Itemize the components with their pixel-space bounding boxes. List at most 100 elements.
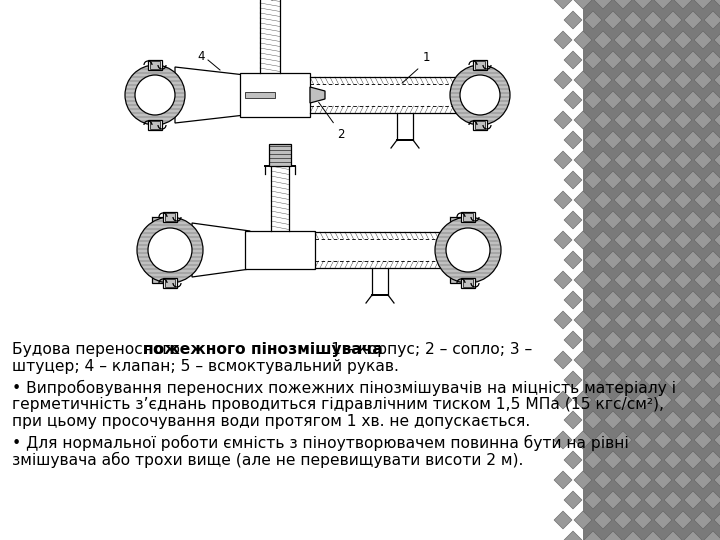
Polygon shape <box>624 531 642 540</box>
Polygon shape <box>604 131 622 149</box>
Polygon shape <box>624 131 642 149</box>
Polygon shape <box>584 491 602 509</box>
Polygon shape <box>664 251 682 269</box>
Polygon shape <box>574 0 592 9</box>
Polygon shape <box>634 151 652 169</box>
Text: : 1 – корпус; 2 – сопло; 3 –: : 1 – корпус; 2 – сопло; 3 – <box>321 342 532 357</box>
Polygon shape <box>574 311 592 329</box>
Polygon shape <box>574 271 592 289</box>
Polygon shape <box>714 351 720 369</box>
Polygon shape <box>594 351 612 369</box>
Polygon shape <box>704 531 720 540</box>
Polygon shape <box>634 391 652 409</box>
Polygon shape <box>624 371 642 389</box>
Polygon shape <box>654 0 672 9</box>
Polygon shape <box>684 211 702 229</box>
Polygon shape <box>554 271 572 289</box>
Polygon shape <box>664 11 682 29</box>
Polygon shape <box>584 291 602 309</box>
Polygon shape <box>564 451 582 469</box>
Polygon shape <box>704 331 720 349</box>
Polygon shape <box>624 451 642 469</box>
Polygon shape <box>674 391 692 409</box>
Polygon shape <box>554 111 572 129</box>
Polygon shape <box>634 511 652 529</box>
Polygon shape <box>704 51 720 69</box>
Polygon shape <box>684 131 702 149</box>
Polygon shape <box>624 331 642 349</box>
Polygon shape <box>634 271 652 289</box>
Polygon shape <box>674 271 692 289</box>
Polygon shape <box>694 111 712 129</box>
Polygon shape <box>614 471 632 489</box>
Polygon shape <box>564 171 582 189</box>
Polygon shape <box>310 87 325 103</box>
Polygon shape <box>594 231 612 249</box>
Polygon shape <box>564 491 582 509</box>
Polygon shape <box>654 31 672 49</box>
Polygon shape <box>574 191 592 209</box>
Polygon shape <box>694 151 712 169</box>
Circle shape <box>148 228 192 272</box>
Polygon shape <box>694 0 712 9</box>
Polygon shape <box>684 291 702 309</box>
Polygon shape <box>654 471 672 489</box>
FancyBboxPatch shape <box>473 60 487 70</box>
Polygon shape <box>554 71 572 89</box>
Polygon shape <box>634 231 652 249</box>
Polygon shape <box>624 211 642 229</box>
Polygon shape <box>704 371 720 389</box>
Polygon shape <box>644 211 662 229</box>
Polygon shape <box>654 311 672 329</box>
Polygon shape <box>684 91 702 109</box>
Bar <box>475 121 485 129</box>
Polygon shape <box>694 471 712 489</box>
Polygon shape <box>634 311 652 329</box>
Polygon shape <box>584 411 602 429</box>
Text: при цьому просочування води протягом 1 хв. не допускається.: при цьому просочування води протягом 1 х… <box>12 414 530 429</box>
Polygon shape <box>714 151 720 169</box>
Polygon shape <box>674 151 692 169</box>
Polygon shape <box>684 411 702 429</box>
Polygon shape <box>654 351 672 369</box>
Text: пожежного пінозмішувача: пожежного пінозмішувача <box>143 342 383 357</box>
Text: • Для нормальної роботи ємність з піноутворювачем повинна бути на рівні: • Для нормальної роботи ємність з піноут… <box>12 435 629 451</box>
Polygon shape <box>684 531 702 540</box>
Polygon shape <box>674 0 692 9</box>
Polygon shape <box>654 191 672 209</box>
Polygon shape <box>574 31 592 49</box>
Circle shape <box>125 65 185 125</box>
Polygon shape <box>624 291 642 309</box>
Text: • Випробовування переносних пожежних пінозмішувачів на міцність матеріалу і: • Випробовування переносних пожежних пін… <box>12 380 676 396</box>
Polygon shape <box>634 71 652 89</box>
Circle shape <box>135 75 175 115</box>
Polygon shape <box>654 111 672 129</box>
Polygon shape <box>714 71 720 89</box>
Polygon shape <box>674 431 692 449</box>
Polygon shape <box>674 191 692 209</box>
Polygon shape <box>644 291 662 309</box>
Polygon shape <box>594 111 612 129</box>
Polygon shape <box>584 131 602 149</box>
Polygon shape <box>594 151 612 169</box>
Polygon shape <box>654 391 672 409</box>
Polygon shape <box>614 391 632 409</box>
Polygon shape <box>644 131 662 149</box>
Polygon shape <box>624 51 642 69</box>
Polygon shape <box>604 171 622 189</box>
Polygon shape <box>554 391 572 409</box>
FancyBboxPatch shape <box>148 60 162 70</box>
Bar <box>150 121 160 129</box>
Polygon shape <box>584 171 602 189</box>
Bar <box>240 73 310 117</box>
Polygon shape <box>634 351 652 369</box>
Polygon shape <box>614 511 632 529</box>
Polygon shape <box>574 151 592 169</box>
Polygon shape <box>564 251 582 269</box>
Polygon shape <box>664 131 682 149</box>
Polygon shape <box>604 331 622 349</box>
Polygon shape <box>714 471 720 489</box>
Polygon shape <box>674 471 692 489</box>
Bar <box>450 217 468 283</box>
Polygon shape <box>594 271 612 289</box>
